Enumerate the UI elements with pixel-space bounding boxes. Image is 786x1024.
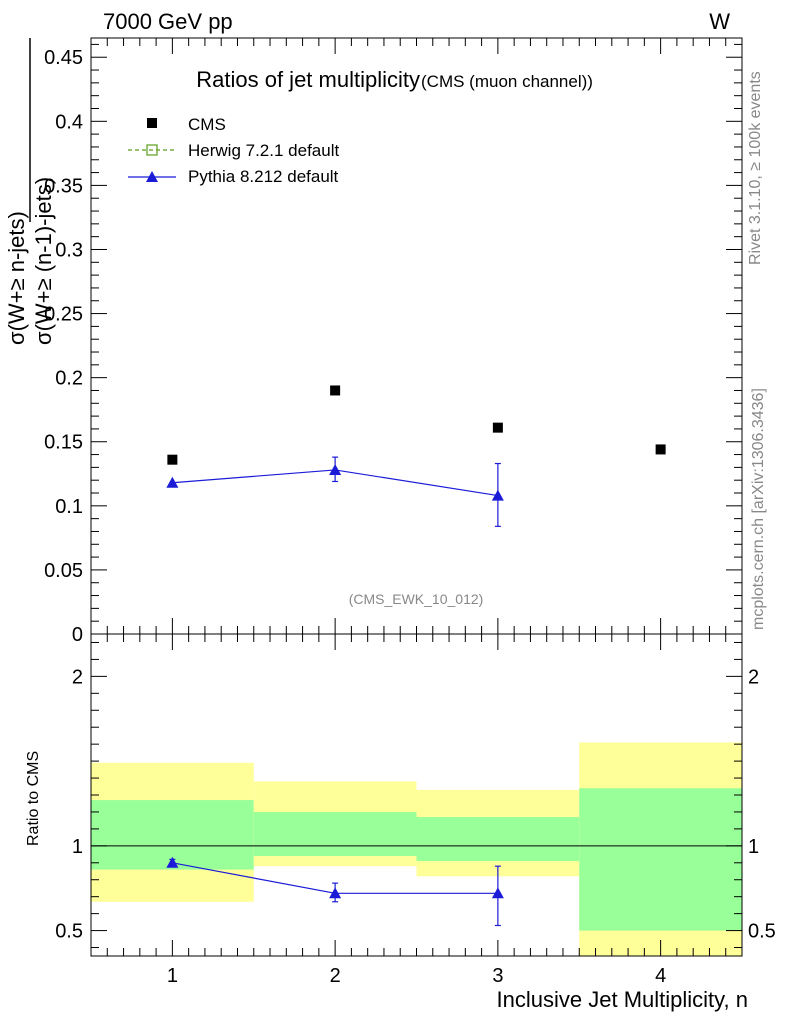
pythia-data-point [329, 463, 342, 475]
x-axis-label: Inclusive Jet Multiplicity, n [497, 987, 748, 1012]
legend-marker-herwig [146, 144, 158, 156]
ylabel-denominator: σ(W+≥ (n-1)-jets) [31, 177, 56, 345]
main-ytick-label: 0.2 [55, 368, 83, 390]
process-label: W [709, 9, 730, 34]
cms-data-point [167, 454, 178, 465]
x-tick-label: 1 [167, 965, 178, 987]
chart-subtitle: (CMS (muon channel)) [421, 72, 593, 91]
main-panel: 0 0.05 0.1 0.15 0.2 0.25 0.3 0.35 0.4 0.45 [44, 37, 743, 646]
pythia-ratio-point [491, 887, 504, 899]
mcplots-label: mcplots.cern.ch [arXiv:1306.3436] [750, 388, 767, 630]
cms-data-point [655, 444, 666, 455]
cms-data-point [492, 422, 503, 433]
pythia-ratio-point [166, 856, 179, 868]
ratio-ytick-label-right: 2 [748, 666, 759, 688]
rivet-label: Rivet 3.1.10, ≥ 100k events [747, 71, 764, 265]
x-tick-label: 4 [655, 965, 666, 987]
main-ytick-label: 0.3 [55, 239, 83, 261]
main-ytick-label: 0.45 [44, 47, 83, 69]
ratio-ylabel: Ratio to CMS [25, 751, 42, 846]
main-ytick-label: 0.35 [44, 175, 83, 197]
pythia-data-point [491, 489, 504, 501]
energy-label: 7000 GeV pp [103, 9, 233, 34]
main-ylabel: σ(W+≥ n-jets) σ(W+≥ (n-1)-jets) [4, 38, 56, 345]
ratio-band-green-2 [253, 811, 417, 857]
main-ytick-label: 0.1 [55, 496, 83, 518]
main-ytick-label: 0 [72, 624, 83, 646]
legend-marker-cms [147, 118, 157, 128]
analysis-watermark: (CMS_EWK_10_012) [349, 591, 484, 607]
ratio-panel: 1 2 3 4 0.5 0.5 1 1 2 2 [55, 633, 776, 987]
x-tick-label: 2 [330, 965, 341, 987]
x-tick-label: 3 [492, 965, 503, 987]
legend-label-herwig: Herwig 7.2.1 default [188, 141, 339, 160]
main-ytick-label: 0.05 [44, 560, 83, 582]
legend-label-pythia: Pythia 8.212 default [188, 167, 339, 186]
cms-data-point [330, 385, 341, 396]
chart-title: Ratios of jet multiplicity [196, 67, 420, 92]
ylabel-numerator: σ(W+≥ n-jets) [4, 211, 29, 345]
legend: CMS Herwig 7.2.1 default Pythia 8.212 de… [128, 115, 339, 186]
ratio-band-green-3 [416, 817, 580, 862]
ratio-ytick-label-left: 1 [72, 836, 83, 858]
ratio-ytick-label-right: 0.5 [748, 921, 776, 943]
ratio-ytick-label-right: 1 [748, 836, 759, 858]
ratio-ytick-label-left: 2 [72, 666, 83, 688]
main-ytick-label: 0.25 [44, 304, 83, 326]
legend-marker-pythia [146, 171, 158, 182]
pythia-ratio-point [329, 887, 342, 899]
legend-label-cms: CMS [188, 115, 226, 134]
main-ytick-label: 0.4 [55, 111, 83, 133]
ratio-ytick-label-left: 0.5 [55, 921, 83, 943]
pythia-data-point [166, 476, 179, 488]
main-ytick-label: 0.15 [44, 432, 83, 454]
ratio-band-green-4 [579, 788, 742, 931]
